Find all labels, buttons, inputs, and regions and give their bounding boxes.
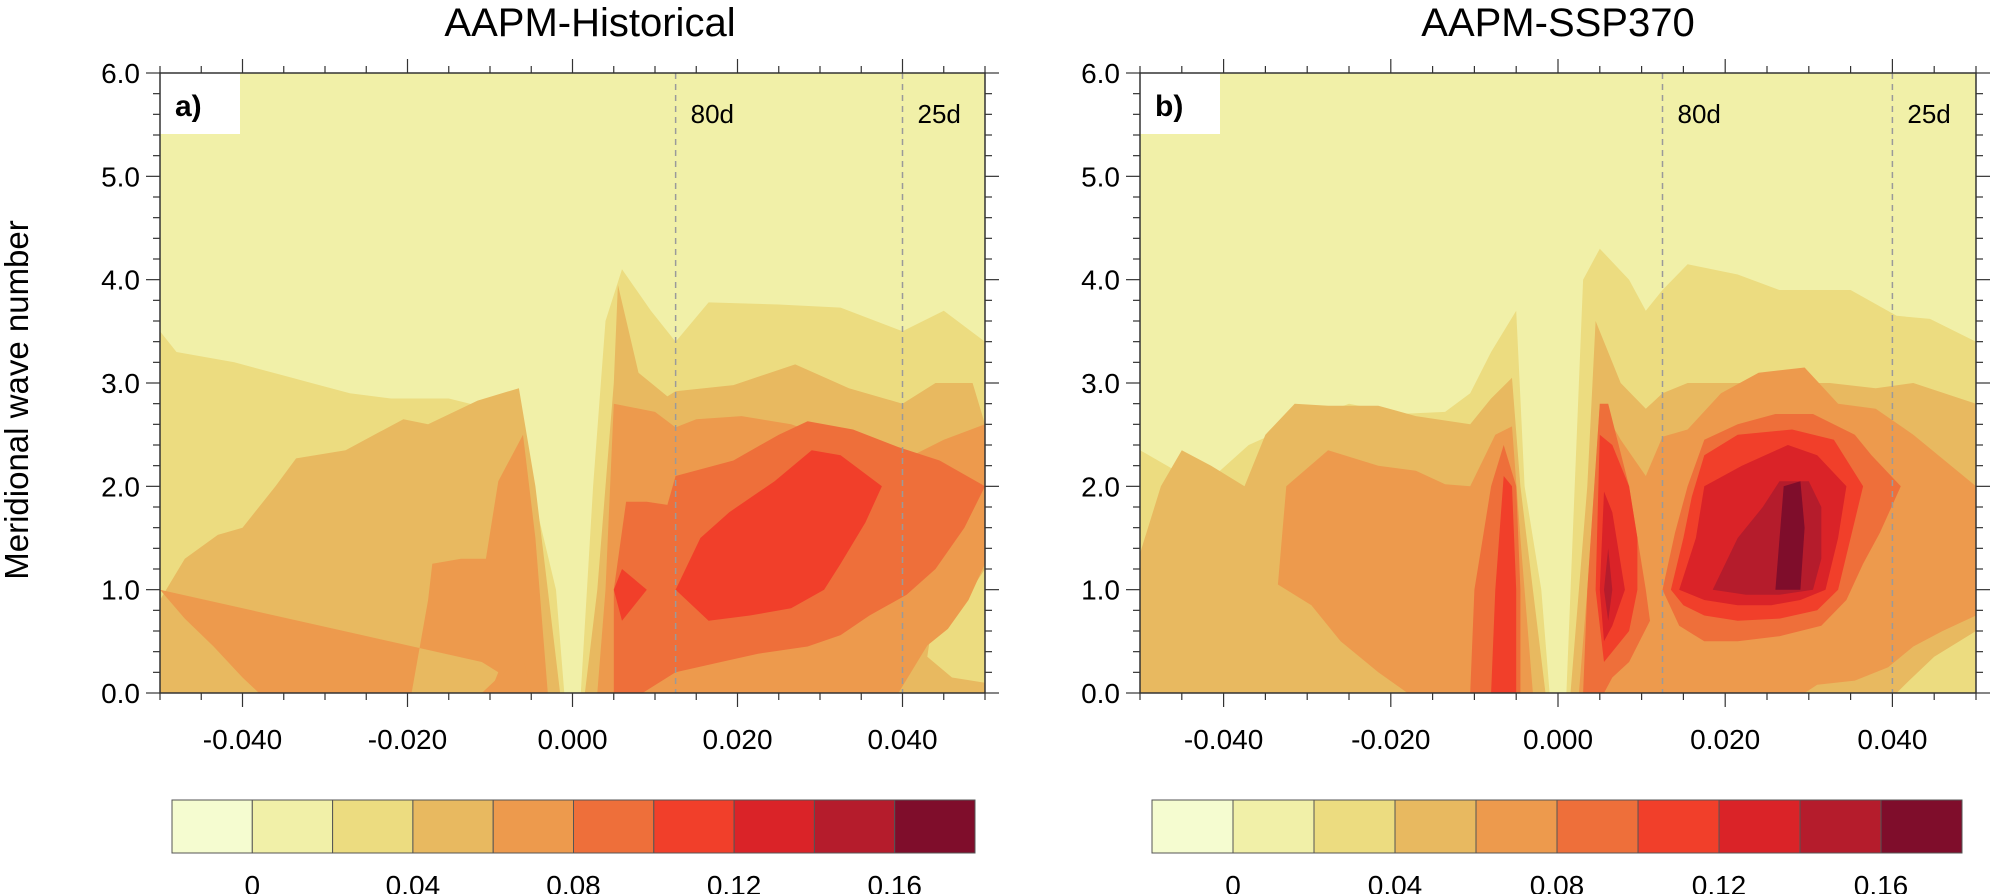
- contour-0p12: [1491, 476, 1517, 693]
- panel-label-box: [160, 73, 240, 134]
- contour-0p12: [613, 569, 647, 621]
- x-tick-label: 0.020: [1690, 724, 1760, 755]
- contour-0p08: [1277, 426, 1533, 693]
- contour-0p12: [675, 450, 882, 621]
- colorbar-swatch: [1475, 799, 1558, 854]
- colorbar-swatch: [573, 799, 655, 854]
- y-tick-label: 5.0: [101, 161, 140, 192]
- chart-title: AAPM-SSP370: [1421, 1, 1694, 45]
- colorbar-swatch: [492, 799, 575, 854]
- colorbar-swatch: [813, 799, 896, 854]
- panel-label: a): [175, 90, 202, 123]
- contour-0p08: [481, 656, 532, 693]
- reference-label-80d: 80d: [691, 99, 734, 129]
- x-tick-label: -0.040: [1184, 724, 1263, 755]
- y-tick-label: 4.0: [1081, 265, 1120, 296]
- x-tick-label: -0.020: [1351, 724, 1430, 755]
- y-tick-label: 6.0: [101, 58, 140, 89]
- contour-area: [160, 190, 985, 693]
- colorbar-tick-label: 0.08: [546, 870, 601, 894]
- colorbar-swatch: [1151, 799, 1234, 854]
- colorbar-tick-label: 0.04: [386, 870, 441, 894]
- contour-0p18: [1775, 481, 1805, 590]
- y-tick-label: 2.0: [101, 471, 140, 502]
- colorbar-swatch: [1556, 799, 1639, 854]
- panel-historical: 80d 25d a) 0.0 1.0 2.0 3.0 4.0 5.0 6.0 -0.040 -0.02…: [101, 1, 999, 894]
- contour-area: [1140, 150, 1976, 693]
- colorbar-swatch: [251, 799, 334, 854]
- panel-ssp370: 80d 25d b) 0.0 1.0 2.0 3.0 4.0 5.0 6.0 -0.040 -0.02…: [1081, 1, 1990, 894]
- y-tick-label: 4.0: [101, 265, 140, 296]
- contour-0p08: [160, 434, 548, 693]
- x-tick-label: 0.040: [867, 724, 937, 755]
- y-tick-label: 0.0: [101, 678, 140, 709]
- panel-label: b): [1155, 90, 1183, 123]
- colorbar-swatch: [171, 799, 253, 854]
- colorbar-tick-label: 0.16: [1854, 870, 1909, 894]
- colorbar-tick-label: 0.08: [1530, 870, 1585, 894]
- colorbar-tick-label: 0.12: [707, 870, 762, 894]
- colorbar-swatch: [1394, 799, 1477, 854]
- y-axis-label: Meridional wave number: [0, 220, 35, 580]
- y-tick-label: 3.0: [1081, 368, 1120, 399]
- y-tick-label: 6.0: [1081, 58, 1120, 89]
- colorbar-swatch: [653, 799, 735, 854]
- x-tick-label: 0.020: [702, 724, 772, 755]
- x-tick-label: 0.040: [1857, 724, 1927, 755]
- colorbar-swatch: [894, 799, 976, 854]
- colorbar: 0 0.04 0.08 0.12 0.16: [171, 799, 976, 894]
- colorbar-tick-label: 0: [245, 870, 261, 894]
- colorbar-swatch: [1718, 799, 1801, 854]
- colorbar-swatch: [1880, 799, 1963, 854]
- y-tick-label: 2.0: [1081, 471, 1120, 502]
- colorbar-tick-label: 0.04: [1368, 870, 1423, 894]
- contour-0p16: [1604, 548, 1613, 621]
- chart-title: AAPM-Historical: [444, 1, 735, 45]
- colorbar-tick-label: 0: [1225, 870, 1241, 894]
- colorbar-swatch: [332, 799, 414, 854]
- reference-label-25d: 25d: [918, 99, 961, 129]
- y-tick-label: 0.0: [1081, 678, 1120, 709]
- colorbar-swatch: [412, 799, 494, 854]
- colorbar-swatch: [1232, 799, 1315, 854]
- y-tick-label: 5.0: [1081, 161, 1120, 192]
- colorbar-tick-label: 0.16: [867, 870, 922, 894]
- x-tick-label: -0.040: [203, 724, 282, 755]
- panel-label-box: [1140, 73, 1220, 134]
- colorbar: 0 0.04 0.08 0.12 0.16: [1151, 799, 1963, 894]
- colorbar-swatch: [733, 799, 815, 854]
- x-tick-label: -0.020: [368, 724, 447, 755]
- reference-label-80d: 80d: [1678, 99, 1721, 129]
- y-tick-label: 1.0: [101, 575, 140, 606]
- colorbar-swatch: [1799, 799, 1882, 854]
- colorbar-swatch: [1637, 799, 1720, 854]
- x-tick-label: 0.000: [537, 724, 607, 755]
- x-tick-label: 0.000: [1523, 724, 1593, 755]
- colorbar-tick-label: 0.12: [1692, 870, 1747, 894]
- reference-label-25d: 25d: [1907, 99, 1950, 129]
- y-tick-label: 1.0: [1081, 575, 1120, 606]
- colorbar-swatch: [1313, 799, 1396, 854]
- y-tick-label: 3.0: [101, 368, 140, 399]
